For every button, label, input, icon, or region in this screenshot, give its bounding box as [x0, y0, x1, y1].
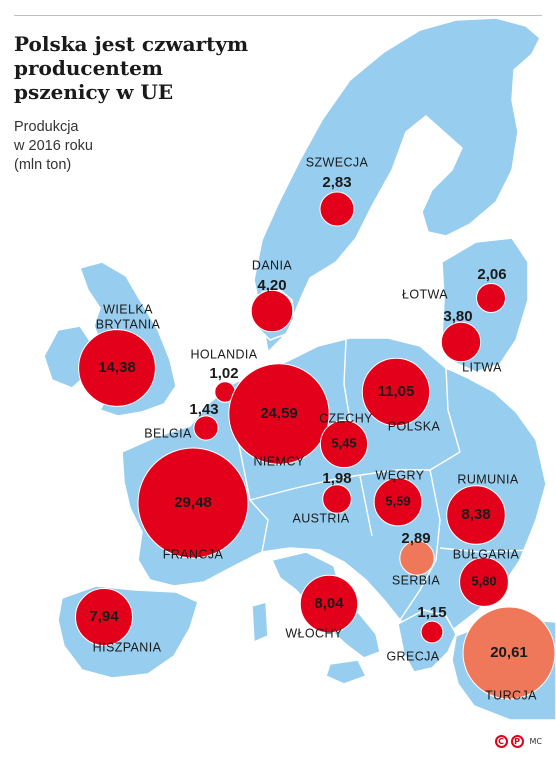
title-line: producentem	[14, 56, 163, 80]
bubble-13	[446, 485, 506, 545]
copyright-c-icon: C	[494, 735, 508, 748]
top-rule	[14, 15, 542, 16]
value-label: 3,80	[443, 308, 472, 325]
title-line: pszenicy w UE	[14, 80, 174, 104]
bubble-10	[137, 447, 249, 559]
country-label: TURCJA	[485, 688, 537, 702]
subtitle-line: Produkcja	[14, 119, 79, 135]
value-label: 2,83	[322, 174, 351, 191]
value-label: 24,59	[260, 405, 298, 422]
country-label: RUMUNIA	[457, 472, 518, 486]
bubble-6	[193, 415, 219, 441]
value-label: 1,15	[417, 604, 446, 621]
subtitle-line: w 2016 roku	[14, 138, 93, 154]
value-label: 20,61	[490, 644, 528, 661]
value-label: 2,89	[401, 530, 430, 547]
bubble-7	[228, 363, 330, 465]
value-label: 5,80	[471, 573, 496, 588]
country-label: WĘGRY	[376, 468, 425, 482]
credits: C P MC	[494, 735, 543, 748]
border-central-south	[249, 451, 461, 501]
value-label: 8,04	[314, 595, 344, 612]
border-france-italy	[249, 499, 269, 553]
subtitle-line: (mln ton)	[14, 157, 72, 173]
country-label: DANIA	[252, 258, 292, 272]
border-balkans	[399, 469, 441, 621]
country-label: BUŁGARIA	[453, 547, 520, 561]
value-label: 4,20	[257, 277, 286, 294]
value-label: 8,38	[461, 506, 490, 523]
land-layer	[43, 17, 556, 721]
value-label: 29,48	[174, 494, 212, 511]
bubble-15	[459, 557, 509, 607]
value-label: 11,05	[378, 383, 415, 400]
country-label: BELGIA	[144, 426, 192, 440]
land-scandinavia	[253, 17, 541, 353]
credit-initials: MC	[529, 737, 543, 746]
value-label: 1,43	[189, 401, 218, 418]
land-sicily	[325, 659, 367, 685]
country-label: ŁOTWA	[402, 287, 448, 301]
value-label: 2,06	[477, 266, 506, 283]
map-subtitle: Produkcja w 2016 roku (mln ton)	[14, 118, 174, 175]
value-label: 1,02	[209, 365, 238, 382]
land-sardinia	[251, 601, 269, 643]
value-label: 7,94	[89, 608, 119, 625]
bubble-1	[250, 289, 294, 333]
country-label: GRECJA	[386, 649, 439, 663]
bubble-9	[319, 419, 369, 469]
copyright-p-icon: P	[510, 735, 524, 748]
bubble-16	[75, 588, 133, 646]
bubble-2	[476, 283, 506, 313]
country-label: WIELKA	[103, 302, 153, 316]
bubble-12	[373, 477, 423, 527]
value-label: 1,98	[322, 470, 351, 487]
border-france-spain	[149, 579, 177, 593]
value-label: 5,59	[385, 493, 410, 508]
country-label: LITWA	[462, 360, 502, 374]
bubble-14	[399, 540, 435, 576]
bubble-11	[322, 484, 352, 514]
country-label: SERBIA	[392, 573, 441, 587]
border-austria-hungary	[359, 475, 373, 537]
border-romania-bulgaria	[439, 547, 533, 553]
bubble-17	[299, 574, 359, 634]
country-label: HISZPANIA	[93, 640, 162, 654]
bubble-19	[462, 606, 556, 700]
country-label: WŁOCHY	[285, 626, 343, 640]
country-label: SZWECJA	[306, 155, 369, 169]
production-bubbles: 2,83 SZWECJA 4,20 DANIA 2,06 ŁOTWA 3,80 LITWA 14…	[75, 155, 556, 702]
country-label: FRANCJA	[163, 547, 224, 561]
country-label: HOLANDIA	[190, 347, 257, 361]
value-label: 14,38	[98, 359, 136, 376]
bubble-18	[420, 620, 444, 644]
bubble-0	[319, 191, 355, 227]
value-label: 5,45	[331, 435, 356, 450]
bubble-3	[440, 321, 482, 363]
bubble-8	[361, 357, 431, 427]
country-label: BRYTANIA	[96, 317, 161, 331]
border-poland-east	[445, 367, 461, 453]
bubble-4	[78, 329, 156, 407]
title-line: Polska jest czwartym	[14, 32, 249, 56]
country-label: AUSTRIA	[293, 511, 350, 525]
country-label: CZECHY	[319, 411, 373, 425]
country-label: POLSKA	[388, 419, 441, 433]
country-label: NIEMCY	[253, 454, 304, 468]
map-title: Polska jest czwartym producentem pszenic…	[14, 32, 254, 104]
